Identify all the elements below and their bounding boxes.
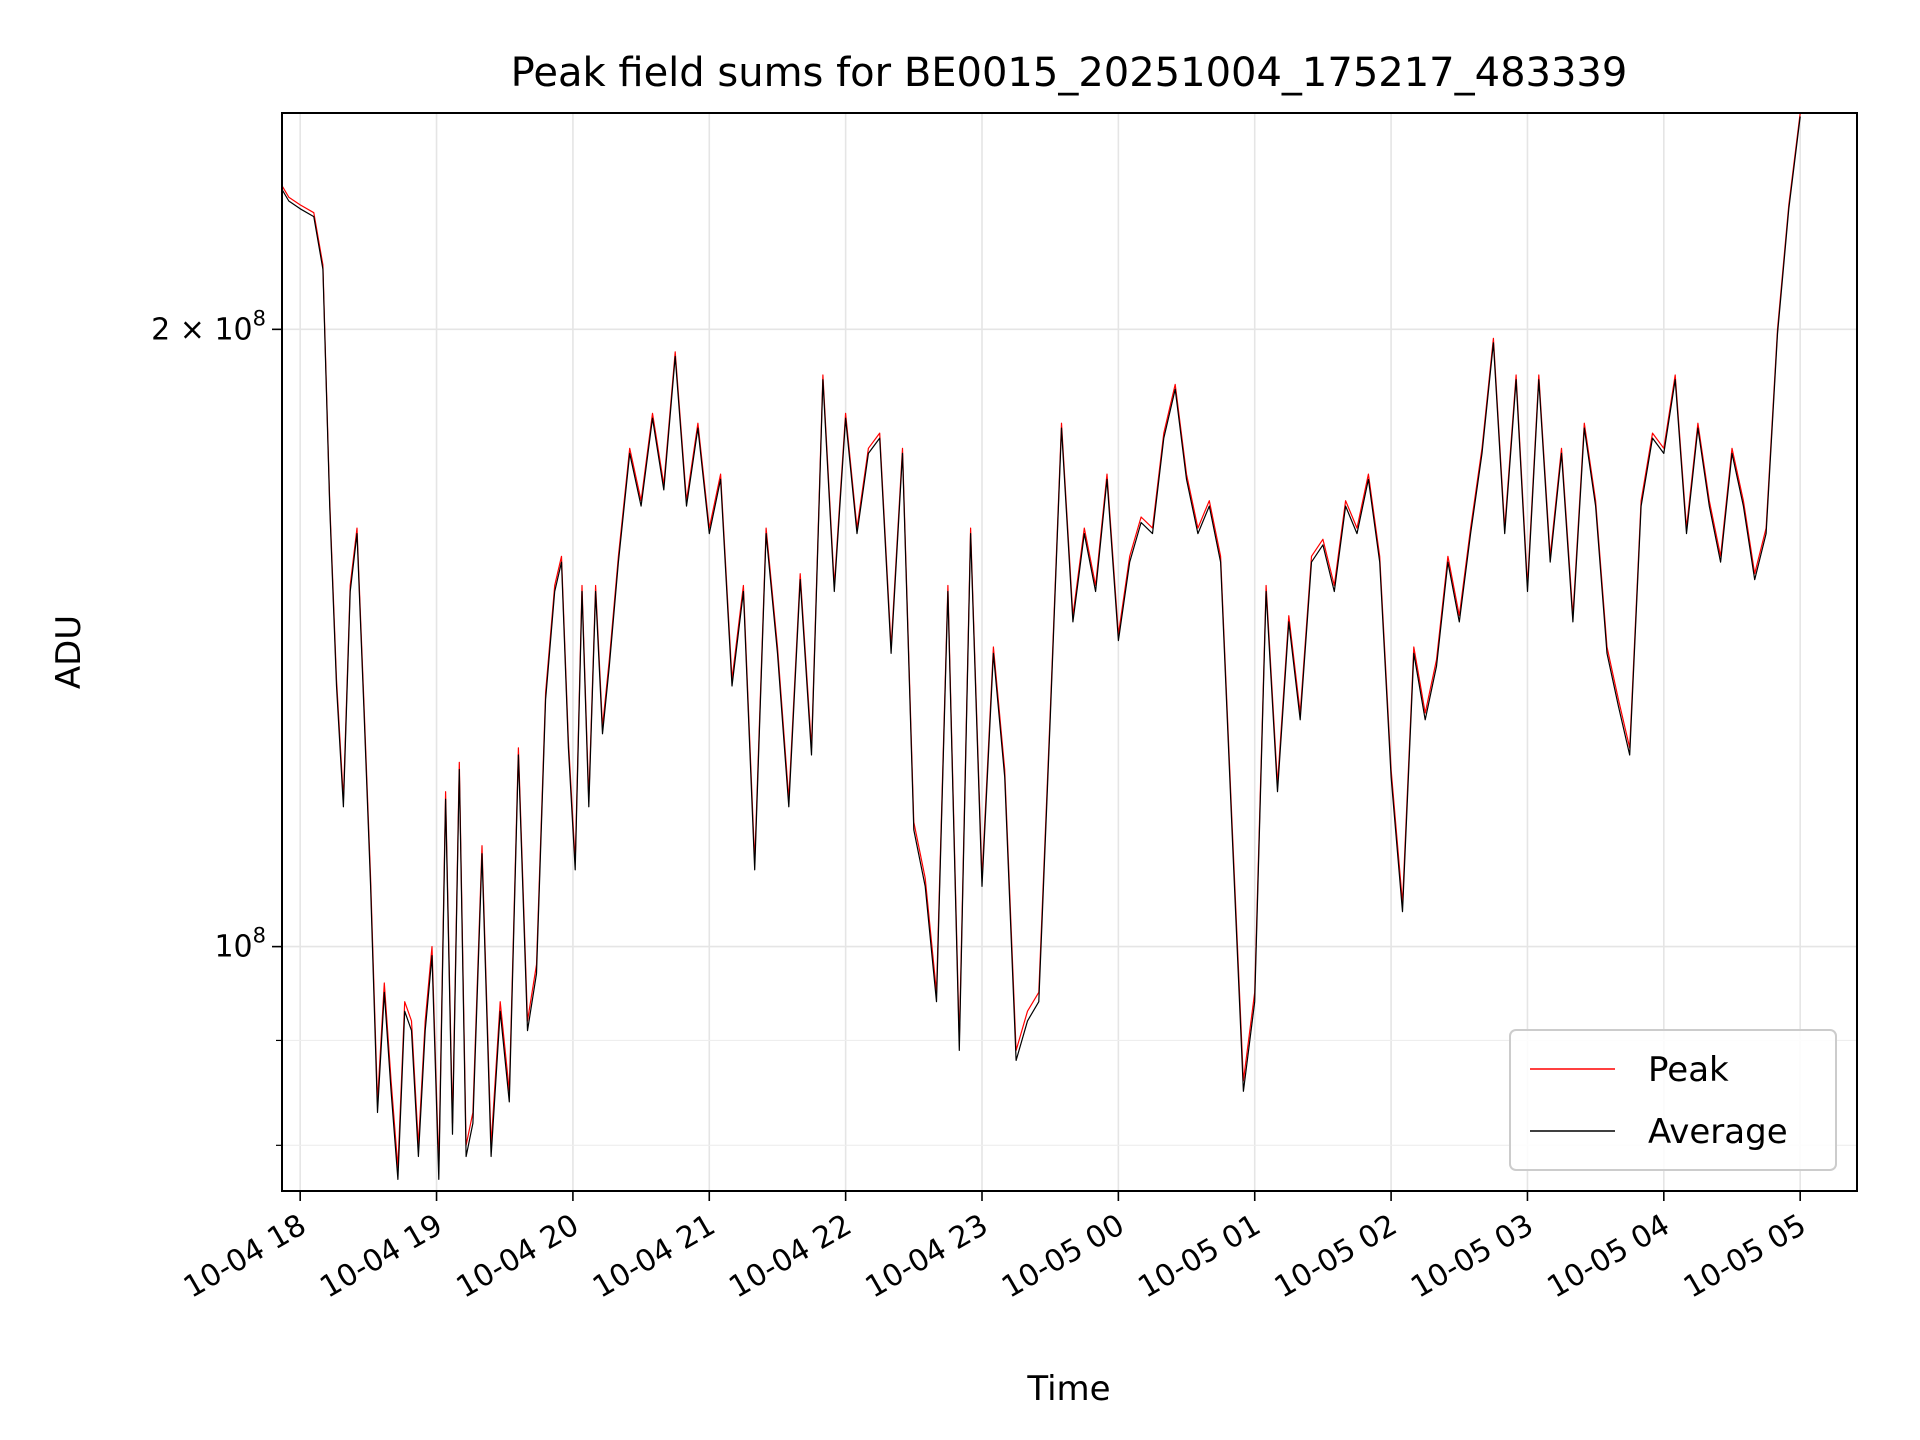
legend: Peak Average [1509,1029,1837,1171]
plot-frame [281,112,1858,1192]
grid [282,113,1857,1191]
x-axis-ticks: 10-04 18 10-04 19 10-04 20 10-04 21 10-04 22… [178,1191,1812,1305]
x-axis-label: Time [1026,1369,1110,1409]
x-tick-label: 10-05 04 [1541,1208,1675,1306]
series-line-average [282,116,1801,1181]
y-tick-label: 108 [214,924,266,965]
x-tick-label: 10-05 01 [1132,1208,1266,1306]
x-tick-label: 10-04 23 [860,1208,994,1306]
legend-label-average: Average [1648,1112,1788,1152]
x-tick-label: 10-05 03 [1405,1208,1539,1306]
chart-title: Peak field sums for BE0015_20251004_1752… [511,50,1628,96]
x-tick-label: 10-04 19 [314,1208,448,1306]
series-line-peak [282,113,1801,1169]
series-lines [282,113,1801,1181]
legend-box [1509,1029,1837,1171]
x-tick-label: 10-04 21 [587,1208,721,1306]
x-tick-label: 10-04 20 [451,1208,585,1306]
x-tick-label: 10-05 02 [1269,1208,1403,1306]
x-tick-label: 10-05 05 [1678,1208,1812,1306]
x-tick-label: 10-04 22 [723,1208,857,1306]
legend-label-peak: Peak [1648,1050,1729,1090]
x-tick-label: 10-05 00 [996,1208,1130,1306]
x-tick-label: 10-04 18 [178,1208,312,1306]
y-tick-label: 2 × 108 [151,306,266,347]
y-axis-label: ADU [49,615,89,689]
y-axis-ticks: 108 2 × 108 [151,306,282,1146]
